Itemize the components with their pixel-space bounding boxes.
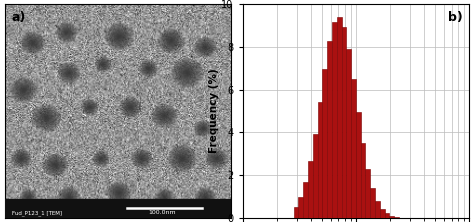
Y-axis label: Frequency (%): Frequency (%)	[209, 69, 219, 153]
Bar	[346, 49, 351, 218]
Bar	[313, 134, 318, 218]
Bar	[342, 27, 346, 218]
Bar	[322, 69, 327, 218]
Bar	[361, 143, 365, 218]
Bar	[318, 102, 322, 218]
Bar	[299, 197, 303, 218]
Bar	[327, 41, 332, 218]
Bar	[394, 217, 399, 218]
Bar	[380, 209, 384, 218]
Bar	[384, 213, 390, 218]
Text: Fud_P123_1 [TEM]: Fud_P123_1 [TEM]	[11, 211, 62, 216]
Bar	[375, 201, 380, 218]
Bar	[303, 182, 308, 218]
Bar	[308, 161, 313, 218]
Text: 100.0nm: 100.0nm	[148, 210, 176, 215]
Bar	[337, 17, 342, 218]
Bar	[332, 22, 337, 218]
Text: a): a)	[11, 11, 26, 24]
Bar	[351, 79, 356, 218]
Bar	[5, 199, 231, 218]
Bar	[390, 216, 394, 218]
Bar	[356, 112, 361, 218]
Bar	[294, 207, 299, 218]
Bar	[365, 169, 370, 218]
Bar	[370, 188, 375, 218]
Text: b): b)	[448, 11, 463, 24]
